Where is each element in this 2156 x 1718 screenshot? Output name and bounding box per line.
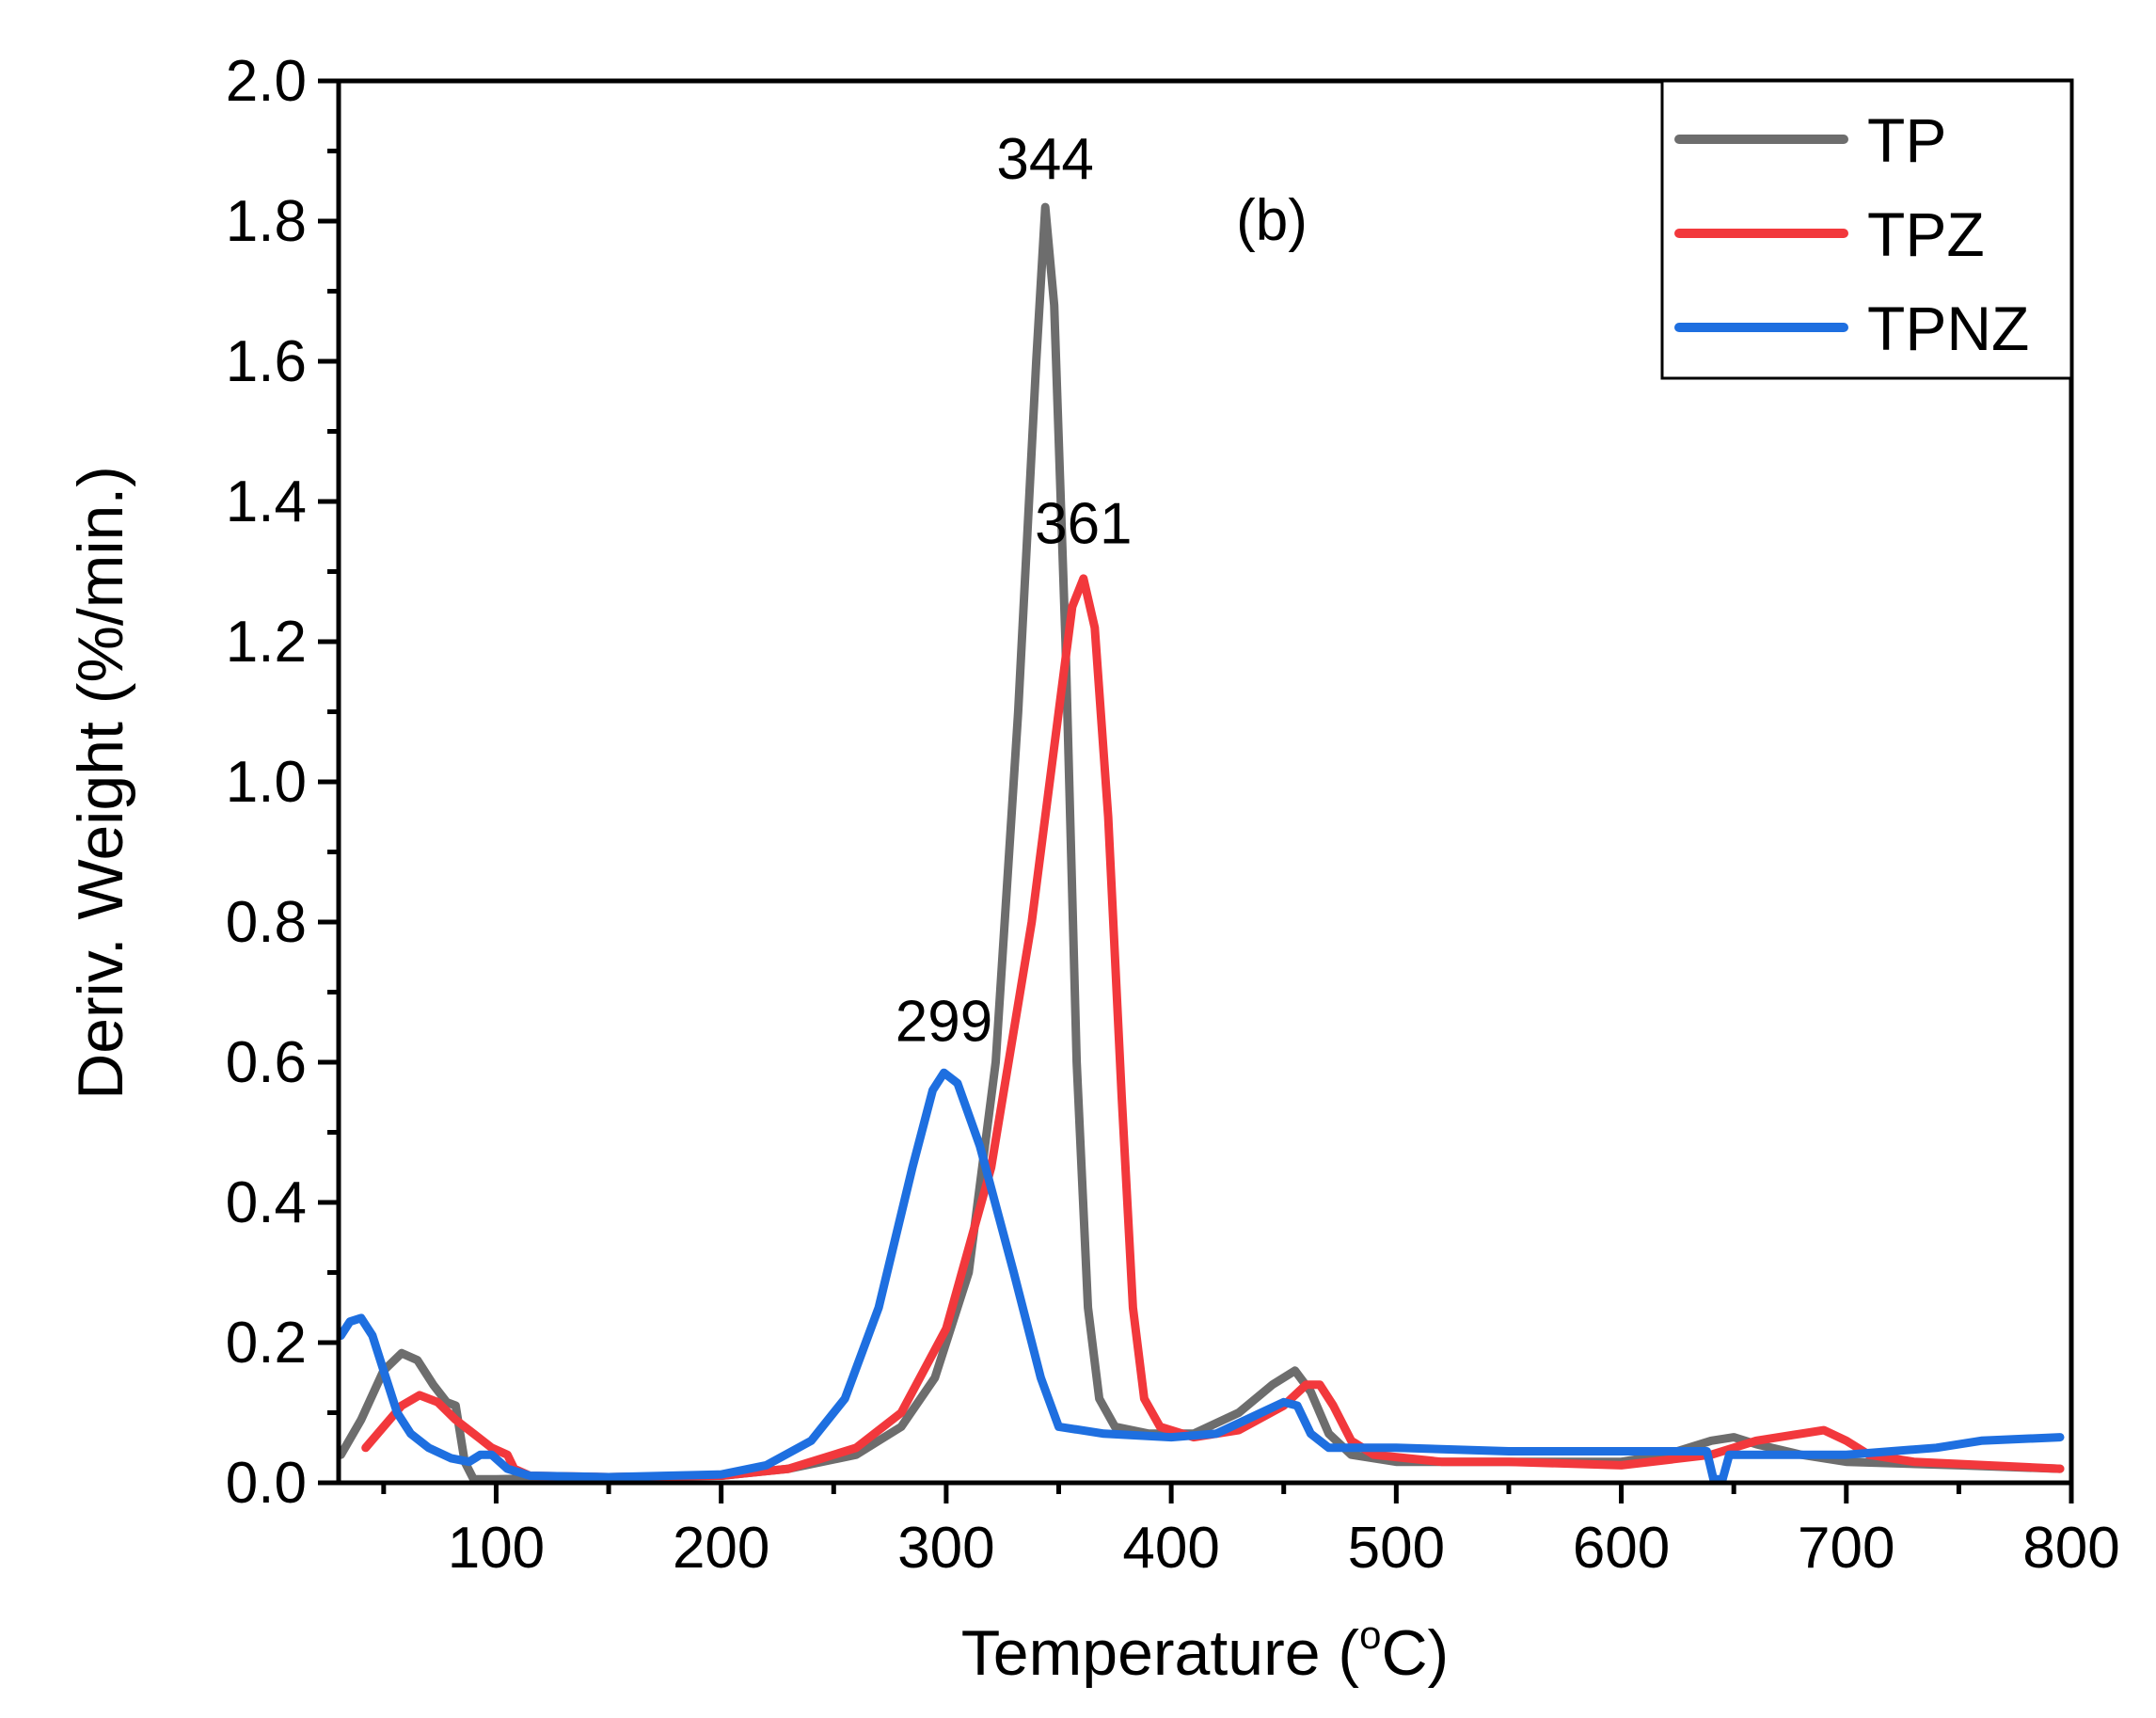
x-axis-title: Temperature (oC) <box>961 1613 1449 1689</box>
y-tick-label: 1.6 <box>226 329 307 394</box>
x-tick-label: 800 <box>2022 1516 2119 1581</box>
y-tick-label: 0.2 <box>226 1311 307 1376</box>
legend: TP TPZ TPNZ <box>1660 79 2073 380</box>
x-tick-label: 400 <box>1122 1516 1219 1581</box>
y-tick-label: 0.8 <box>226 890 307 955</box>
peak-label-361: 361 <box>1035 492 1132 557</box>
series-line-tpnz <box>339 1068 2065 1483</box>
x-tick-label: 200 <box>673 1516 769 1581</box>
peak-annotations: 344 361 299 <box>896 127 1133 1054</box>
peak-label-344: 344 <box>996 127 1093 192</box>
legend-label-tp: TP <box>1867 105 1946 175</box>
legend-label-tpnz: TPNZ <box>1867 294 2029 363</box>
y-tick-label: 0.6 <box>226 1030 307 1095</box>
x-tick-label: 600 <box>1573 1516 1670 1581</box>
series-layer <box>339 202 2065 1483</box>
y-tick-label: 1.8 <box>226 189 307 254</box>
legend-label-tpz: TPZ <box>1867 199 1985 269</box>
peak-label-299: 299 <box>896 989 992 1054</box>
x-tick-label: 700 <box>1798 1516 1894 1581</box>
panel-label: (b) <box>1236 188 1308 253</box>
y-tick-label: 2.0 <box>226 49 307 114</box>
x-tick-label: 500 <box>1348 1516 1445 1581</box>
y-axis-title: Deriv. Weight (%/min.) <box>65 466 136 1100</box>
y-tick-labels: 0.0 0.2 0.4 0.6 0.8 1.0 1.2 1.4 1.6 1.8 2.0 <box>226 49 307 1516</box>
series-line-tpz <box>361 574 2065 1482</box>
y-tick-label: 0.0 <box>226 1451 307 1516</box>
x-tick-label: 100 <box>448 1516 545 1581</box>
y-tick-label: 1.4 <box>226 469 307 534</box>
y-tick-label: 1.0 <box>226 750 307 815</box>
plot-frame <box>336 78 2074 1486</box>
x-tick-labels: 100 200 300 400 500 600 700 800 <box>448 1516 2120 1581</box>
y-tick-label: 1.2 <box>226 610 307 675</box>
series-line-tp <box>339 202 2065 1483</box>
x-tick-label: 300 <box>897 1516 994 1581</box>
y-tick-label: 0.4 <box>226 1170 307 1235</box>
